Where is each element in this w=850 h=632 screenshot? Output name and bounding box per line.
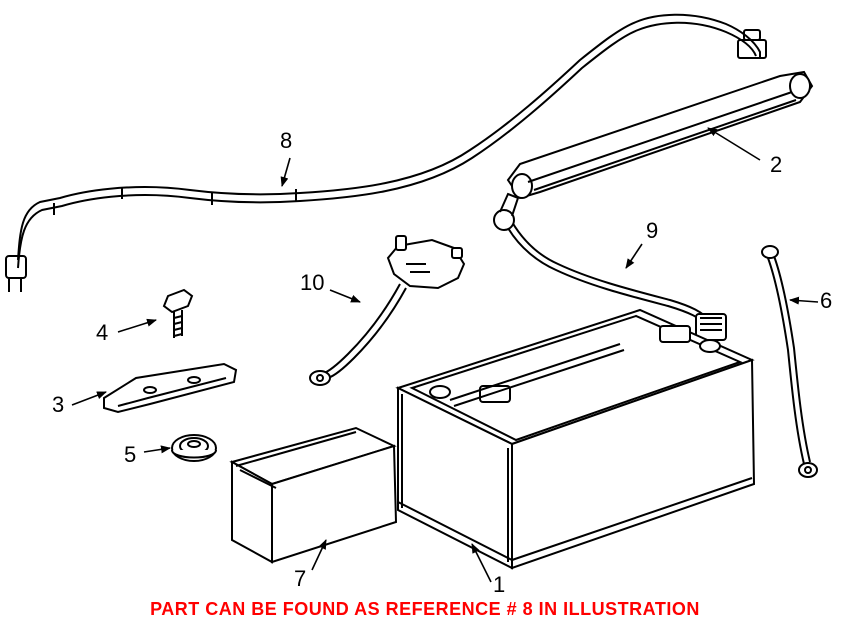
callout-5: 5 <box>124 442 136 468</box>
callout-3: 3 <box>52 392 64 418</box>
callout-4: 4 <box>96 320 108 346</box>
callout-arrow-4 <box>118 320 156 332</box>
footer-reference-note: PART CAN BE FOUND AS REFERENCE # 8 IN IL… <box>0 599 850 620</box>
part-5-grommet <box>172 435 216 461</box>
part-1-battery <box>398 310 754 568</box>
part-4-bolt <box>164 290 192 338</box>
callout-9: 9 <box>646 218 658 244</box>
callout-2: 2 <box>770 152 782 178</box>
parts-diagram-svg <box>0 0 850 632</box>
callout-6: 6 <box>820 288 832 314</box>
callout-arrow-9 <box>626 244 642 268</box>
callout-arrow-5 <box>144 448 170 452</box>
callout-arrow-10 <box>330 290 360 302</box>
part-2-strap <box>508 72 812 198</box>
part-10-terminal <box>310 236 464 385</box>
callout-7: 7 <box>294 566 306 592</box>
callout-arrow-8 <box>282 158 290 186</box>
callout-arrow-6 <box>790 300 818 302</box>
part-7-cover <box>232 428 396 562</box>
callout-10: 10 <box>300 270 324 296</box>
callout-arrow-2 <box>708 128 760 160</box>
part-6-cable <box>762 246 817 477</box>
callout-arrow-3 <box>72 392 106 405</box>
callout-1: 1 <box>493 572 505 598</box>
part-3-bracket <box>104 364 236 412</box>
part-9-cable <box>494 194 726 340</box>
callout-8: 8 <box>280 128 292 154</box>
